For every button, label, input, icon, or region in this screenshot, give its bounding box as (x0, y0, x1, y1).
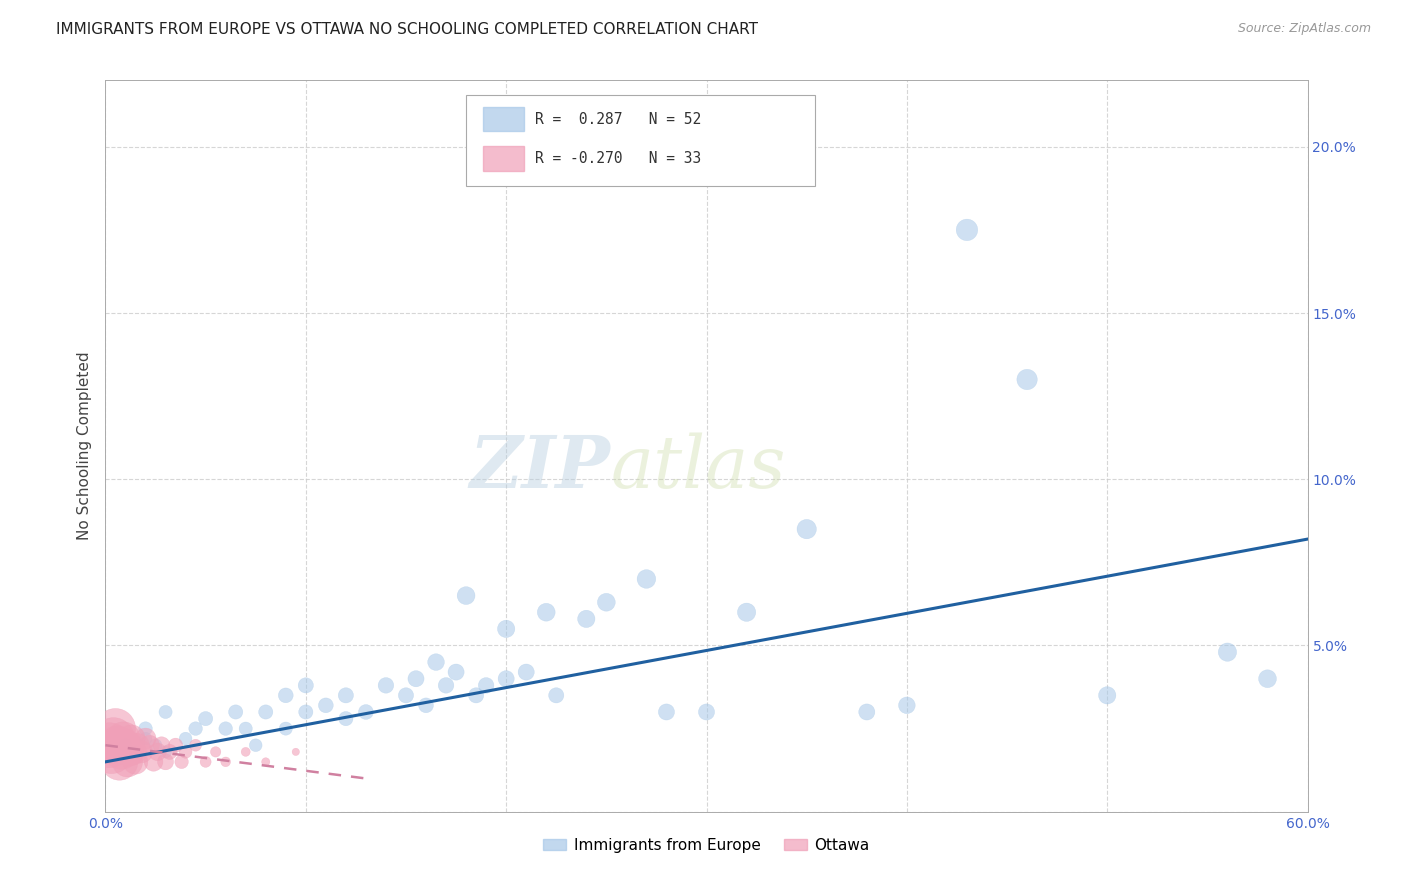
Point (214, 755, 236, 769)
Point (121, 731, 143, 746)
Point (956, 223, 979, 237)
Point (735, 605, 758, 619)
Point (98, 738, 121, 752)
Point (284, 745, 307, 759)
Point (159, 745, 181, 759)
Point (114, 738, 136, 752)
Point (896, 698, 918, 713)
Point (444, 665, 467, 679)
Text: IMMIGRANTS FROM EUROPE VS OTTAWA NO SCHOOLING COMPLETED CORRELATION CHART: IMMIGRANTS FROM EUROPE VS OTTAWA NO SCHO… (56, 22, 758, 37)
Point (855, 705, 877, 719)
Point (374, 678, 398, 692)
Point (245, 738, 267, 752)
Text: R =  0.287   N = 52: R = 0.287 N = 52 (534, 112, 700, 127)
Point (254, 705, 277, 719)
Point (335, 712, 357, 726)
Point (150, 738, 173, 752)
Point (170, 755, 193, 769)
Point (495, 672, 517, 686)
Point (335, 689, 357, 703)
Point (254, 755, 277, 769)
Point (114, 738, 136, 752)
Text: ZIP: ZIP (470, 433, 610, 503)
Point (110, 745, 132, 759)
Point (155, 745, 177, 759)
Y-axis label: No Schooling Completed: No Schooling Completed (77, 351, 93, 541)
Point (1097, 689, 1119, 703)
Point (405, 672, 427, 686)
Point (575, 612, 598, 626)
Point (100, 745, 122, 759)
Point (194, 755, 217, 769)
Point (636, 572, 658, 586)
Point (122, 745, 145, 759)
Text: atlas: atlas (610, 433, 786, 503)
Point (145, 738, 167, 752)
Point (174, 745, 197, 759)
Point (155, 755, 177, 769)
Point (415, 698, 437, 713)
Point (1017, 372, 1039, 386)
Point (142, 755, 165, 769)
Point (395, 689, 418, 703)
Point (184, 738, 207, 752)
Point (108, 755, 131, 769)
Point (274, 722, 297, 736)
Point (104, 722, 127, 736)
Point (194, 712, 217, 726)
Point (475, 678, 498, 692)
Point (146, 745, 169, 759)
Point (117, 755, 139, 769)
Point (515, 665, 537, 679)
Point (118, 745, 141, 759)
Point (534, 605, 557, 619)
Point (127, 738, 149, 752)
Point (204, 745, 226, 759)
Point (315, 698, 337, 713)
FancyBboxPatch shape (482, 107, 524, 131)
Point (796, 522, 818, 536)
Legend: Immigrants from Europe, Ottawa: Immigrants from Europe, Ottawa (537, 831, 876, 859)
Point (295, 705, 318, 719)
Point (235, 722, 257, 736)
Point (295, 678, 318, 692)
Point (454, 589, 477, 603)
Text: Source: ZipAtlas.com: Source: ZipAtlas.com (1237, 22, 1371, 36)
Point (174, 731, 197, 746)
Point (103, 731, 125, 746)
Point (124, 745, 146, 759)
Point (131, 745, 153, 759)
Point (214, 722, 236, 736)
Point (165, 738, 187, 752)
Point (465, 689, 488, 703)
Point (495, 622, 517, 636)
Point (434, 678, 457, 692)
Point (354, 705, 377, 719)
Point (112, 731, 135, 746)
FancyBboxPatch shape (465, 95, 814, 186)
Point (225, 705, 247, 719)
Point (124, 755, 146, 769)
Point (184, 722, 207, 736)
Point (135, 731, 157, 746)
Point (546, 689, 568, 703)
Point (1257, 672, 1279, 686)
Text: R = -0.270   N = 33: R = -0.270 N = 33 (534, 151, 700, 166)
Point (425, 655, 447, 669)
Point (138, 738, 160, 752)
Point (135, 731, 157, 746)
Point (107, 738, 129, 752)
Point (595, 595, 617, 609)
Point (235, 745, 257, 759)
Point (655, 705, 678, 719)
Point (274, 689, 297, 703)
Point (1216, 645, 1239, 659)
Point (135, 722, 157, 736)
Point (696, 705, 718, 719)
FancyBboxPatch shape (482, 146, 524, 171)
Point (155, 705, 177, 719)
